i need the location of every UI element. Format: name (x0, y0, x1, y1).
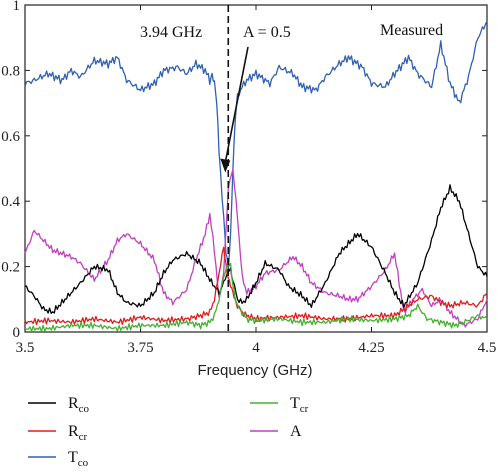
y-tick-label: 0.6 (1, 129, 20, 145)
absorption-annotation: A = 0.5 (243, 24, 291, 41)
x-tick-label: 3.5 (16, 340, 35, 356)
absorption-arrowhead (220, 158, 231, 173)
measured-label: Measured (380, 22, 443, 39)
legend-label: Rcr (68, 423, 88, 443)
legend-subscript: co (78, 457, 89, 469)
series-line-tco (24, 21, 488, 270)
y-tick-label: 0 (13, 325, 21, 341)
series-line-rco (24, 184, 488, 314)
legend-label: Tcr (290, 395, 309, 415)
legend-symbol: T (290, 395, 300, 412)
legend-subscript: cr (79, 431, 88, 443)
legend-symbol: A (290, 423, 302, 440)
legend-label: Tco (68, 449, 89, 469)
y-tick-label: 0.2 (1, 260, 20, 276)
y-tick-label: 0.4 (1, 194, 20, 210)
frequency-annotation: 3.94 GHz (140, 24, 202, 41)
series-line-rcr (24, 246, 488, 326)
x-axis-title: Frequency (GHz) (197, 362, 312, 379)
legend-symbol: R (68, 395, 79, 412)
x-tick-label: 3.75 (127, 340, 153, 356)
y-tick-label: 0.8 (1, 63, 20, 79)
series-line-a (24, 168, 488, 328)
x-tick-label: 4.5 (478, 340, 497, 356)
absorption-arrow (224, 46, 249, 163)
legend-label: Rco (68, 395, 90, 415)
axis-ticks: 3.5 3.75 4 4.25 4.5 0 0.2 0.4 0.6 0.8 1 (1, 0, 496, 356)
legend-symbol: R (68, 423, 79, 440)
legend-label: A (290, 423, 302, 440)
series-lines (24, 21, 488, 332)
legend-symbol: T (68, 449, 78, 466)
x-tick-label: 4 (252, 340, 260, 356)
series-line-tcr (24, 261, 488, 332)
y-tick-label: 1 (13, 0, 21, 14)
x-tick-label: 4.25 (358, 340, 384, 356)
legend-subscript: cr (300, 403, 309, 415)
legend-subscript: co (79, 403, 90, 415)
